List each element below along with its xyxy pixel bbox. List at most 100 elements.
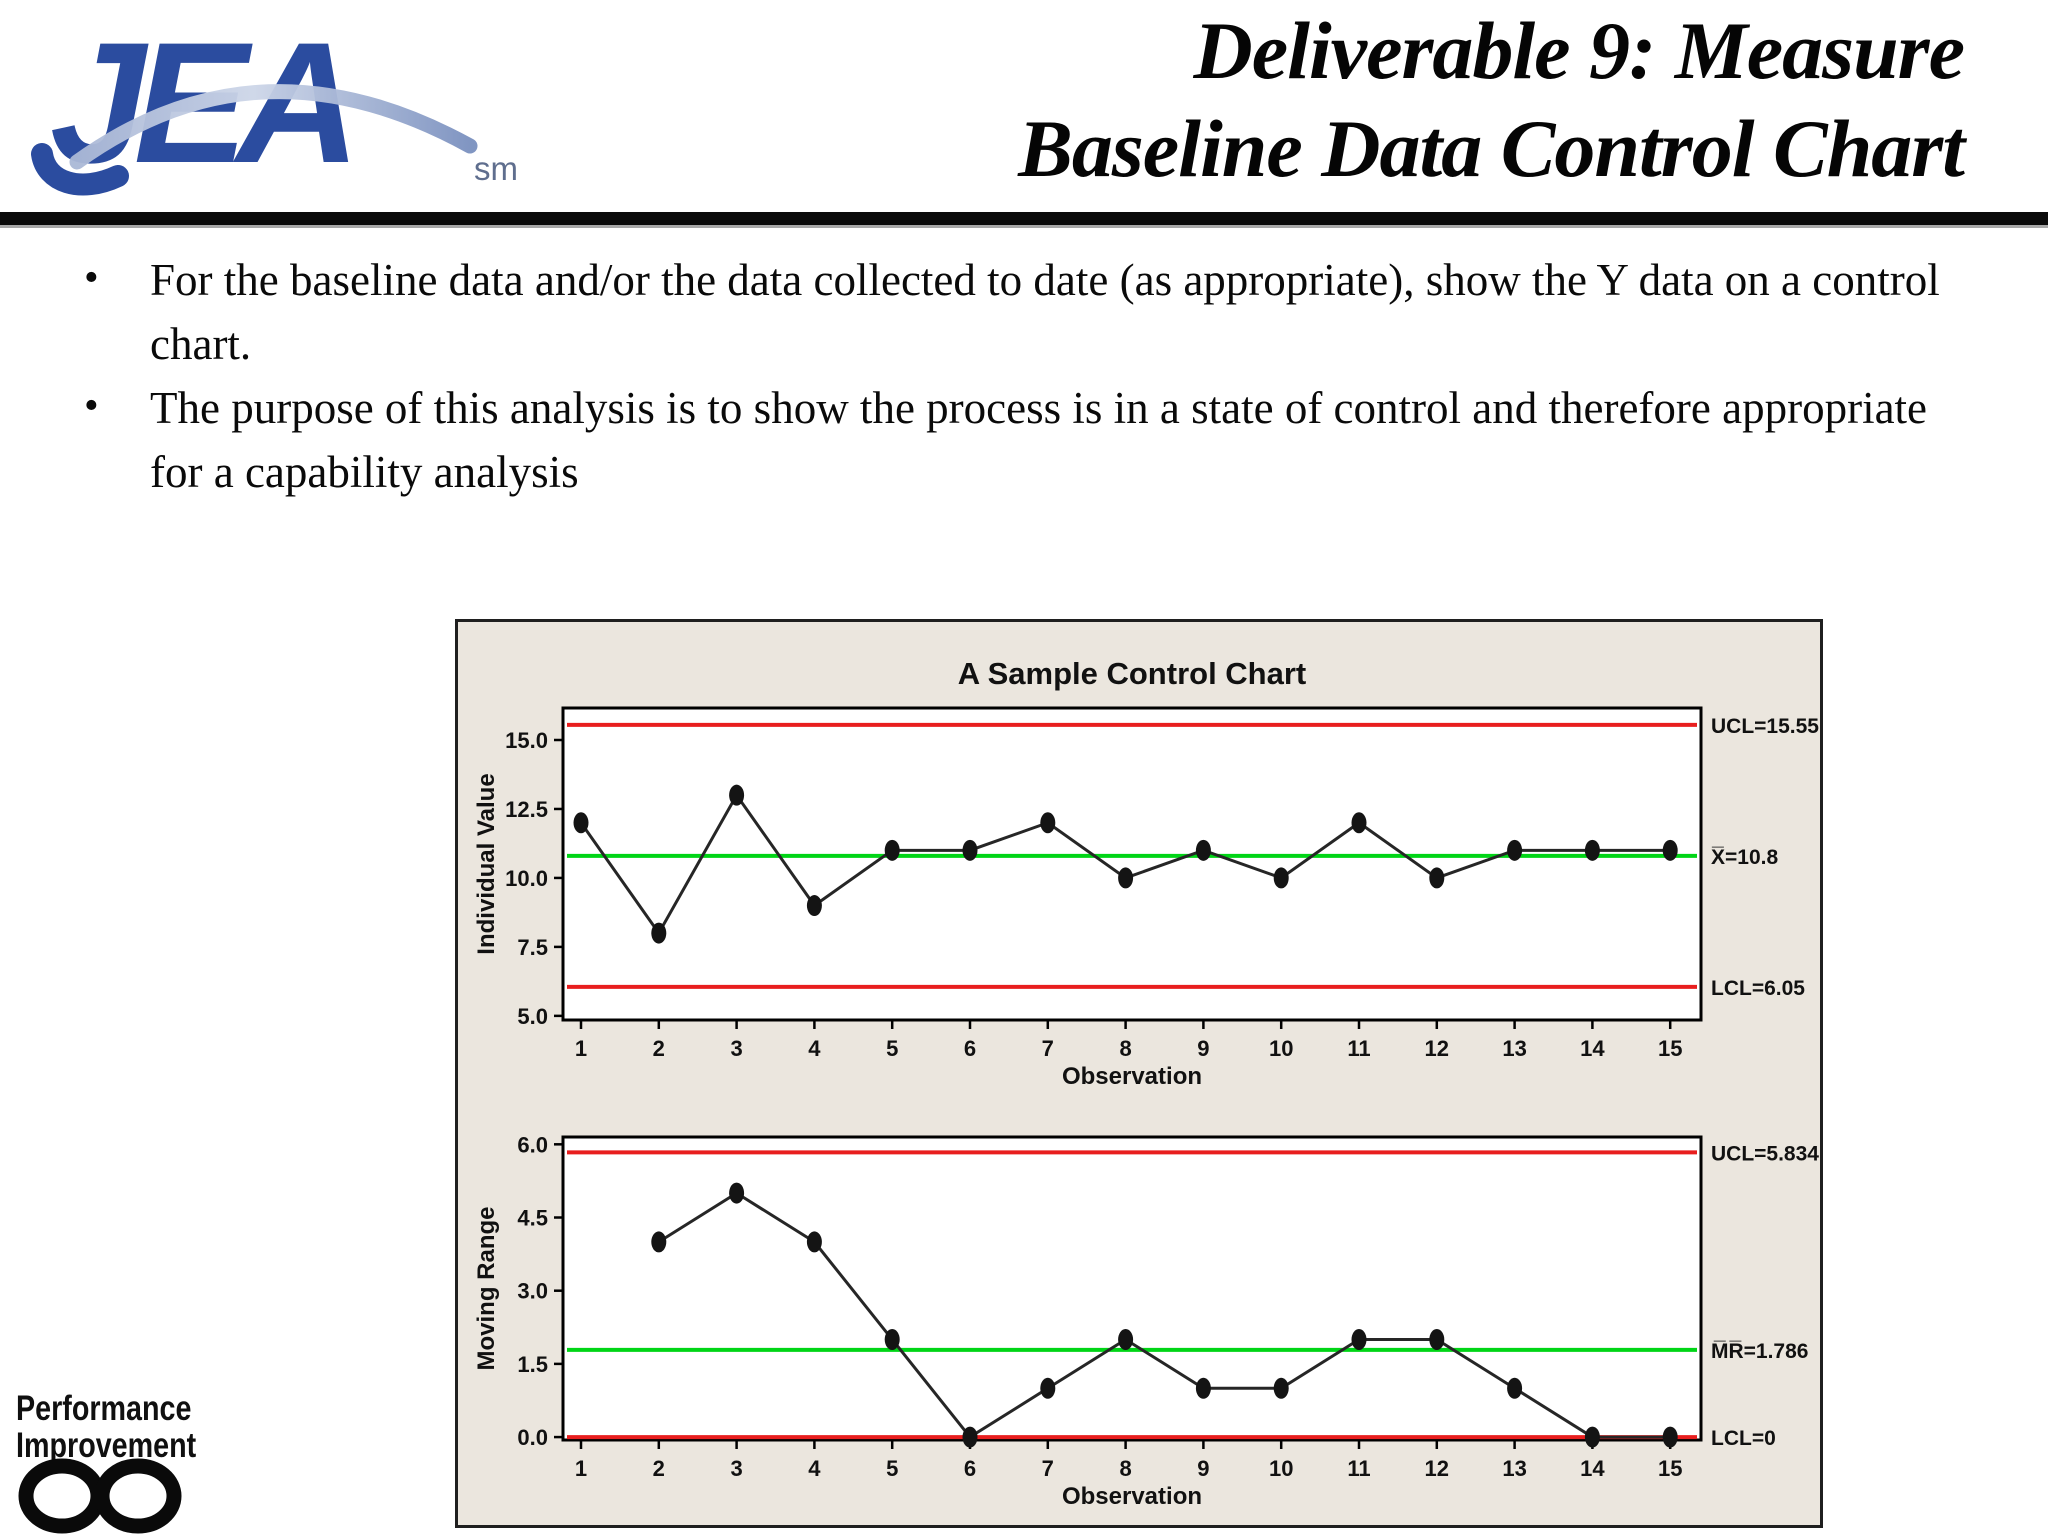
data-point — [1584, 1426, 1600, 1448]
individual-value-panel: A Sample Control Chart 15.0 12.5 10.0 7.5 5.0… — [473, 656, 1819, 1090]
slide-title: Deliverable 9: Measure Baseline Data Con… — [564, 2, 1966, 198]
data-point — [1195, 839, 1211, 861]
x-axis-label: Observation — [1062, 1483, 1202, 1510]
data-point — [1584, 839, 1600, 861]
x-tick-label: 9 — [1197, 1456, 1209, 1481]
x-tick-label: 7 — [1042, 1456, 1054, 1481]
data-point — [1507, 1377, 1523, 1399]
data-point — [1429, 1328, 1445, 1350]
y-tick-label: 6.0 — [517, 1132, 548, 1157]
brand-line1: Performance — [16, 1389, 192, 1428]
data-point — [884, 1328, 900, 1350]
ucl-label: UCL=5.834 — [1711, 1142, 1819, 1165]
y-tick-label: 12.5 — [505, 797, 548, 822]
x-tick-label: 15 — [1658, 1456, 1682, 1481]
x-tick-label: 6 — [964, 1036, 976, 1061]
chart-title: A Sample Control Chart — [958, 656, 1307, 691]
x-tick-label: 2 — [653, 1456, 665, 1481]
data-point — [1351, 1328, 1367, 1350]
y-tick-label: 7.5 — [517, 935, 548, 960]
brand-line2: Improvement — [16, 1426, 197, 1465]
x-tick-label: 4 — [808, 1036, 821, 1061]
x-tick-label: 4 — [808, 1456, 821, 1481]
data-point — [573, 812, 589, 834]
data-line — [658, 1191, 1671, 1440]
data-point — [1118, 1328, 1134, 1350]
x-tick-label: 8 — [1119, 1036, 1131, 1061]
y-tick-label: 3.0 — [517, 1279, 548, 1304]
y-tick-label: 0.0 — [517, 1425, 548, 1450]
x-tick-label: 7 — [1042, 1036, 1054, 1061]
x-tick-label: 12 — [1425, 1456, 1449, 1481]
x-tick-label: 11 — [1347, 1456, 1370, 1481]
data-point — [1040, 812, 1056, 834]
y-axis-label: Individual Value — [473, 773, 500, 954]
data-point — [1118, 867, 1134, 889]
y-tick-label: 5.0 — [517, 1004, 548, 1029]
data-point — [729, 1182, 745, 1204]
data-point — [962, 1426, 978, 1448]
data-point — [1507, 839, 1523, 861]
x-axis-label: Observation — [1062, 1063, 1202, 1090]
moving-range-panel: 6.04.53.01.50.01 2 3 4 5 6 7 8 9 10 11 12 13 14 15UCL=… — [473, 1132, 1819, 1510]
x-tick-label: 3 — [730, 1036, 742, 1061]
x-tick-label: 1 — [575, 1036, 587, 1061]
bullet-item-2: The purpose of this analysis is to show … — [70, 374, 1980, 504]
bullet-list: For the baseline data and/or the data co… — [70, 246, 1980, 504]
data-point — [1273, 1377, 1289, 1399]
plot-frame — [561, 1135, 1703, 1442]
x-tick-label: 9 — [1197, 1036, 1209, 1061]
center-label: X̅=10.8 — [1711, 846, 1778, 869]
slide-title-line1: Deliverable 9: Measure — [1193, 5, 1966, 96]
slide-title-line2: Baseline Data Control Chart — [1018, 103, 1965, 194]
data-point — [962, 839, 978, 861]
jea-logo-swoosh — [69, 84, 478, 170]
data-point — [1662, 839, 1678, 861]
x-tick-label: 12 — [1425, 1036, 1449, 1061]
jea-logo: JEA sm — [31, 7, 518, 199]
lcl-label: LCL=0 — [1711, 1427, 1776, 1450]
x-tick-label: 15 — [1658, 1036, 1682, 1061]
data-point — [1273, 867, 1289, 889]
data-point — [884, 839, 900, 861]
x-tick-label: 10 — [1269, 1036, 1293, 1061]
control-chart-figure: A Sample Control Chart 15.0 12.5 1 0.0 7.5 5.0… — [455, 619, 1823, 1528]
x-tick-label: 8 — [1119, 1456, 1131, 1481]
x-tick-label: 2 — [653, 1036, 665, 1061]
plot-frame — [561, 706, 1703, 1022]
y-tick-label: 4.5 — [517, 1206, 548, 1231]
x-tick-label: 13 — [1502, 1036, 1526, 1061]
data-point — [1040, 1377, 1056, 1399]
performance-improvement-brand: Performance Improvement — [16, 1390, 196, 1464]
x-tick-label: 13 — [1502, 1456, 1526, 1481]
y-tick-label: 1.5 — [517, 1352, 548, 1377]
infinity-icon — [18, 1458, 182, 1534]
data-point — [729, 784, 745, 806]
lcl-label: LCL=6.05 — [1711, 977, 1805, 1000]
x-tick-label: 6 — [964, 1456, 976, 1481]
header-divider — [0, 212, 2048, 228]
x-tick-label: 14 — [1580, 1036, 1605, 1061]
data-point — [806, 895, 822, 917]
bullet-item-1: For the baseline data and/or the data co… — [70, 246, 1980, 376]
data-point — [1351, 812, 1367, 834]
x-tick-label: 11 — [1347, 1036, 1370, 1061]
x-tick-label: 14 — [1580, 1456, 1605, 1481]
data-point — [1662, 1426, 1678, 1448]
x-tick-label: 5 — [886, 1456, 898, 1481]
control-chart-svg: A Sample Control Chart 15.0 12.5 1 0.0 7.5 5.0… — [473, 656, 1819, 1510]
center-label: M̅R̅=1.786 — [1711, 1340, 1808, 1363]
y-tick-label: 15.0 — [505, 728, 548, 753]
data-point — [1195, 1377, 1211, 1399]
data-point — [651, 922, 667, 944]
jea-logo-sm: sm — [474, 150, 518, 187]
ucl-label: UCL=15.55 — [1711, 715, 1819, 738]
x-tick-label: 3 — [730, 1456, 742, 1481]
y-axis-label: Moving Range — [473, 1206, 500, 1370]
data-point — [651, 1231, 667, 1253]
x-tick-label: 10 — [1269, 1456, 1293, 1481]
x-tick-label: 5 — [886, 1036, 898, 1061]
data-point — [1429, 867, 1445, 889]
data-point — [806, 1231, 822, 1253]
